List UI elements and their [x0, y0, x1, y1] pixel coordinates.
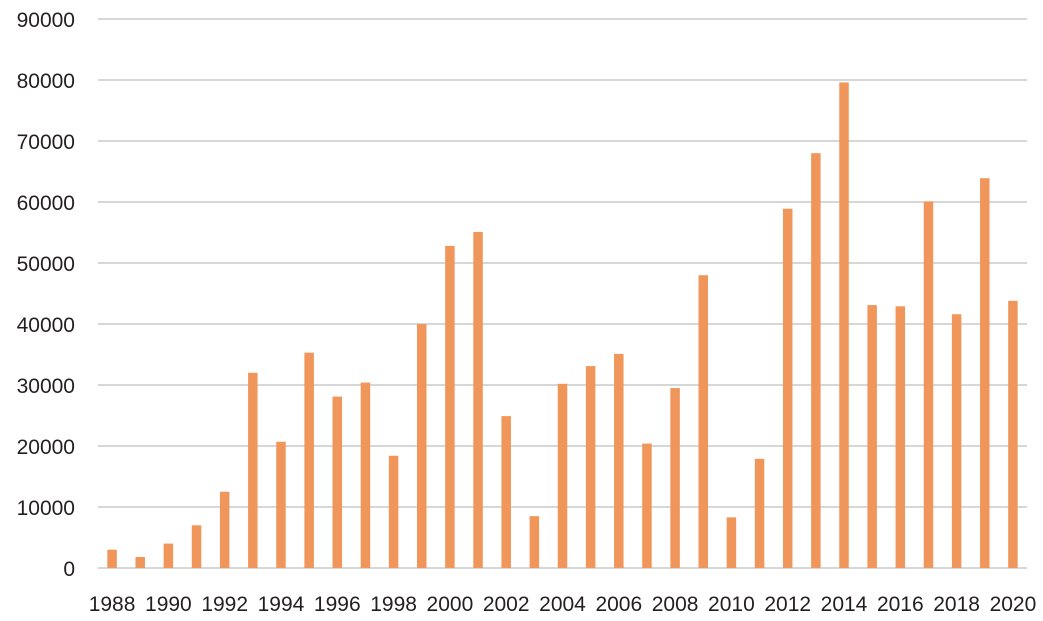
- bar-1998: [388, 455, 399, 568]
- x-tick-label: 2000: [427, 593, 474, 616]
- bar-2002: [501, 416, 511, 568]
- y-tick-label: 20000: [17, 436, 75, 459]
- y-tick-label: 10000: [17, 497, 75, 520]
- x-tick-label: 2008: [652, 593, 699, 616]
- bar-2006: [614, 353, 624, 568]
- bar-2007: [642, 443, 652, 568]
- bar-1991: [191, 525, 202, 568]
- bar-1999: [416, 324, 427, 568]
- bar-2003: [529, 516, 540, 568]
- bars: [107, 82, 1018, 569]
- bar-2011: [754, 458, 765, 568]
- x-tick-label: 2010: [708, 593, 755, 616]
- x-tick-label: 1992: [201, 593, 248, 616]
- bar-2012: [782, 208, 793, 568]
- y-tick-label: 0: [63, 558, 75, 581]
- x-tick-label: 1988: [89, 593, 136, 616]
- y-tick-label: 30000: [17, 375, 75, 398]
- bar-1989: [135, 557, 145, 568]
- x-tick-label: 2016: [877, 593, 924, 616]
- x-tick-label: 1994: [258, 593, 305, 616]
- y-tick-label: 60000: [17, 192, 75, 215]
- x-tick-label: 2002: [483, 593, 530, 616]
- bar-2017: [923, 201, 934, 568]
- bar-2000: [445, 245, 455, 569]
- bar-1990: [163, 543, 174, 568]
- y-tick-label: 50000: [17, 253, 75, 276]
- x-tick-label: 2018: [933, 593, 980, 616]
- bar-2019: [980, 178, 990, 568]
- y-tick-label: 70000: [17, 131, 75, 154]
- y-tick-label: 80000: [17, 70, 75, 93]
- y-tick-label: 40000: [17, 314, 75, 337]
- bar-2005: [585, 366, 596, 568]
- x-tick-label: 2004: [539, 593, 586, 616]
- bar-1992: [219, 491, 230, 568]
- x-tick-label: 2012: [764, 593, 811, 616]
- bar-2008: [670, 388, 680, 568]
- bar-2015: [867, 305, 877, 568]
- y-tick-label: 90000: [17, 9, 75, 32]
- x-tick-label: 2006: [595, 593, 642, 616]
- x-tick-label: 1990: [145, 593, 192, 616]
- bar-1995: [304, 352, 314, 568]
- bar-2018: [951, 314, 962, 568]
- x-axis-tick-labels: 1988 1990 1992 1994 1996 1998 2000 2002 2004 2006…: [89, 593, 1037, 616]
- x-tick-label: 1998: [370, 593, 417, 616]
- bar-2004: [557, 383, 568, 568]
- bar-1997: [360, 382, 371, 568]
- bar-2009: [698, 275, 709, 568]
- bar-1994: [276, 441, 286, 568]
- x-tick-label: 1996: [314, 593, 361, 616]
- bar-1993: [248, 372, 258, 568]
- bar-1988: [107, 549, 117, 568]
- y-axis-tick-labels: 0 10000 20000 30000 40000 50000 60000 70000 8000…: [17, 9, 75, 581]
- bar-2013: [811, 153, 821, 568]
- x-tick-label: 2014: [821, 593, 868, 616]
- x-tick-label: 2020: [990, 593, 1037, 616]
- bar-2014: [839, 82, 849, 568]
- bar-2010: [726, 517, 737, 568]
- bar-2016: [895, 306, 906, 568]
- bar-1996: [332, 396, 343, 568]
- bar-2020: [1008, 300, 1018, 568]
- bar-2001: [473, 231, 483, 568]
